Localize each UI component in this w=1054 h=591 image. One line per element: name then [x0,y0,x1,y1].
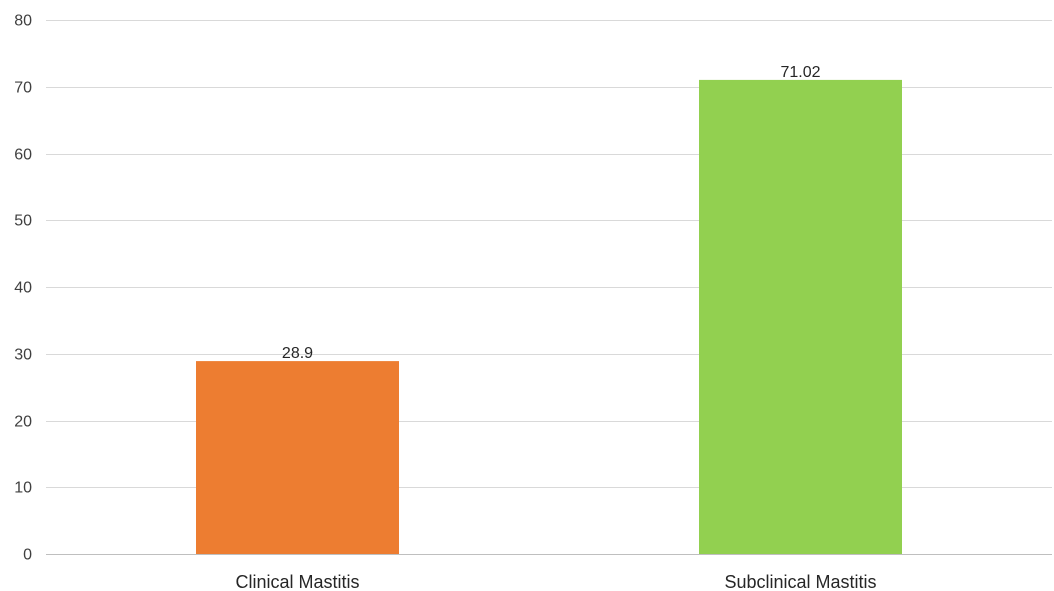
y-tick-label: 80 [14,13,32,30]
y-axis-ticks: 0 10 20 30 40 50 60 70 80 [14,13,32,564]
y-tick-label: 20 [14,414,32,431]
y-tick-label: 50 [14,213,32,230]
bar-clinical-mastitis [196,361,399,554]
y-tick-label: 40 [14,280,32,297]
x-axis-categories: Clinical Mastitis Subclinical Mastitis [235,572,876,591]
y-tick-label: 70 [14,80,32,97]
data-label: 28.9 [282,345,313,362]
bars [196,79,902,555]
y-tick-label: 0 [23,547,32,564]
x-category-label: Clinical Mastitis [235,572,359,591]
bar-subclinical-mastitis [699,79,902,555]
y-tick-label: 60 [14,147,32,164]
data-labels: 28.9 71.02 [282,64,821,362]
y-tick-label: 30 [14,347,32,364]
y-tick-label: 10 [14,480,32,497]
x-category-label: Subclinical Mastitis [724,572,876,591]
data-label: 71.02 [780,64,820,81]
